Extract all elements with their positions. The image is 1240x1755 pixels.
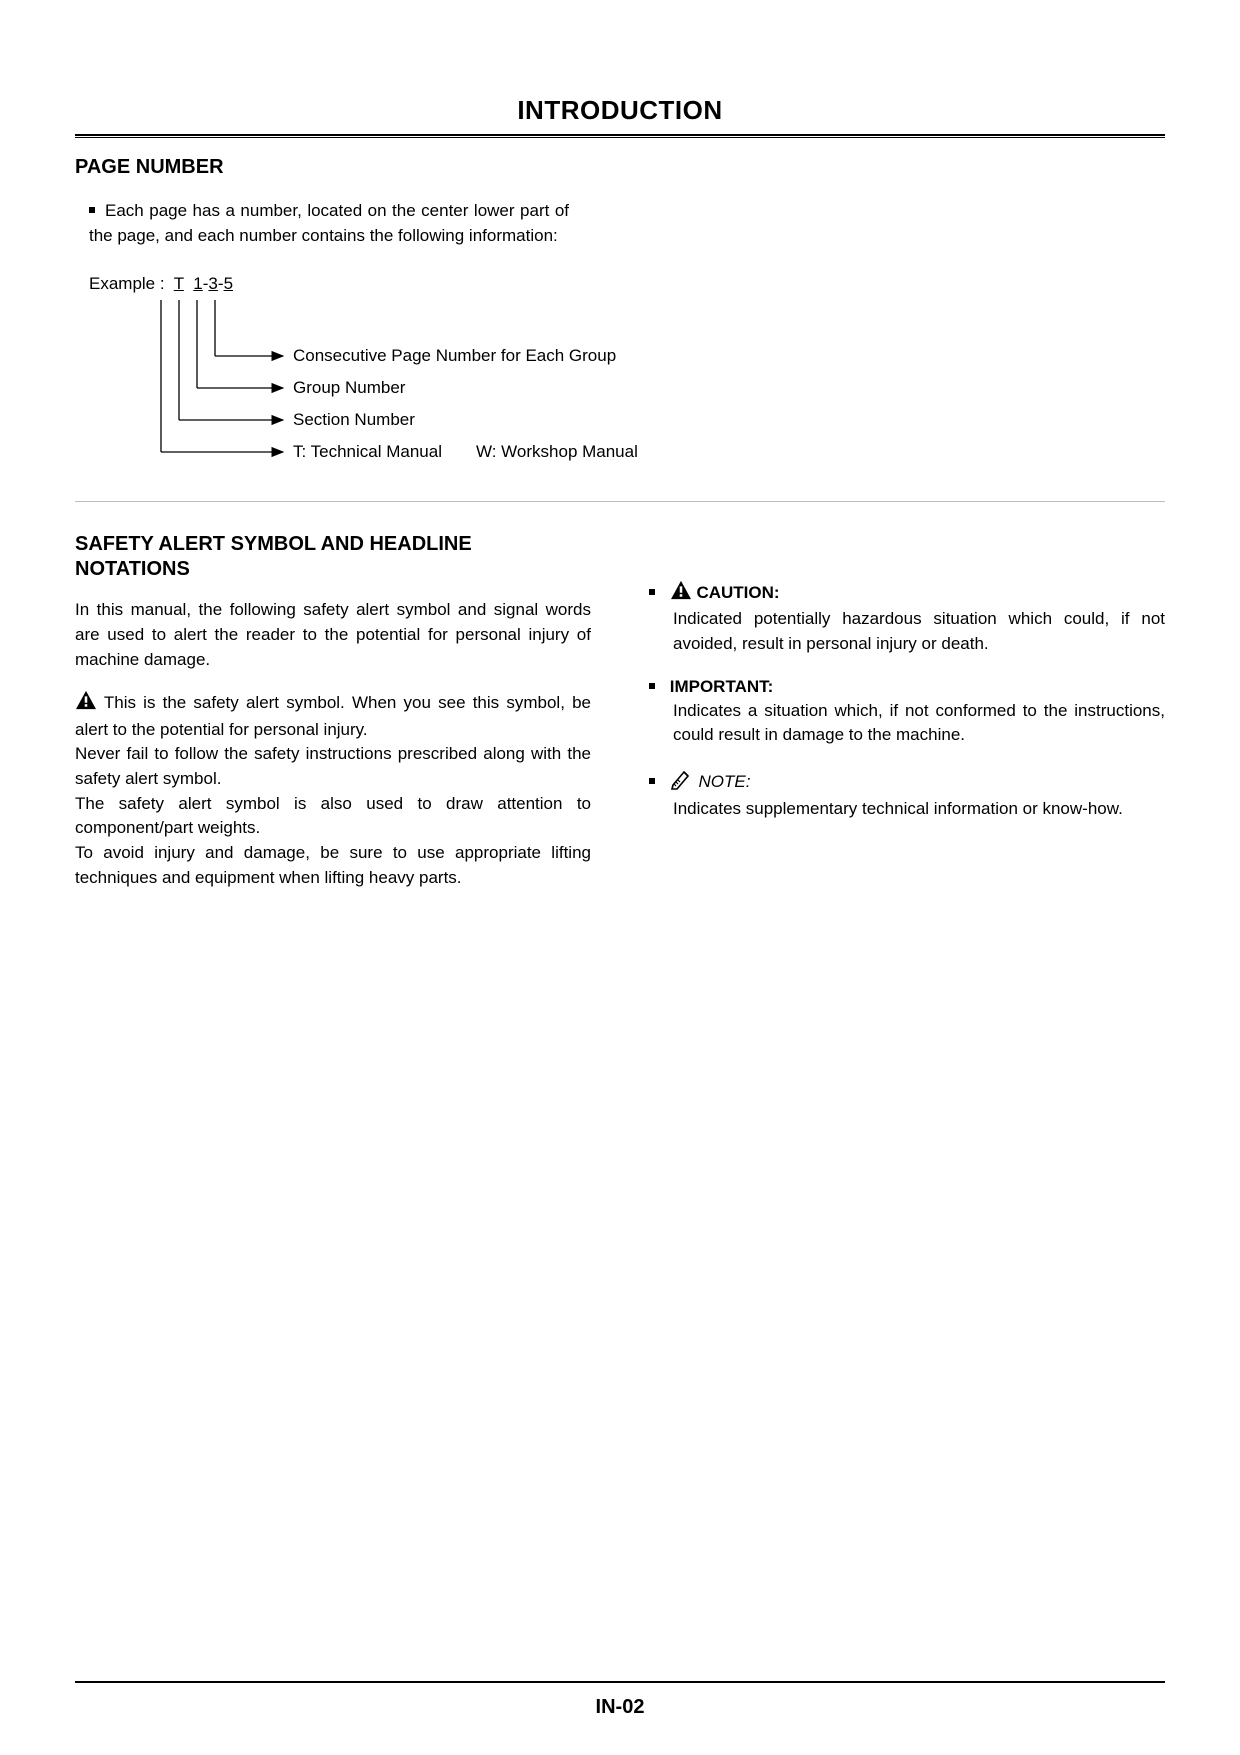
note-body: Indicates supplementary technical inform… — [673, 797, 1165, 822]
code-char-5: 5 — [224, 274, 233, 293]
safety-alert-paragraph: This is the safety alert symbol. When yo… — [75, 690, 591, 890]
page-number-description: Each page has a number, located on the c… — [89, 199, 569, 248]
alert-triangle-icon — [670, 580, 692, 605]
important-label: IMPORTANT: — [670, 677, 774, 696]
safety-p2a: This is the safety alert symbol. When yo… — [75, 693, 591, 739]
example-block: Example : T 1-3-5 Consecutive Page Numbe… — [89, 274, 1165, 479]
svg-text:T: Technical Manual W: Worksh: T: Technical Manual W: Workshop Manual — [293, 442, 638, 461]
title-rule — [75, 134, 1165, 138]
code-char-t: T — [174, 274, 184, 293]
bullet-icon — [649, 589, 655, 595]
left-column: SAFETY ALERT SYMBOL AND HEADLINE NOTATIO… — [75, 532, 591, 908]
bullet-icon — [89, 207, 95, 213]
safety-intro-paragraph: In this manual, the following safety ale… — [75, 598, 591, 672]
alert-triangle-icon — [75, 690, 97, 718]
svg-text:Consecutive Page Number for Ea: Consecutive Page Number for Each Group — [293, 346, 616, 365]
safety-p2b: Never fail to follow the safety instruct… — [75, 744, 591, 788]
right-column: CAUTION: Indicated potentially hazardous… — [649, 532, 1165, 908]
page-title: INTRODUCTION — [75, 95, 1165, 134]
svg-text:Section Number: Section Number — [293, 410, 415, 429]
safety-p2c: The safety alert symbol is also used to … — [75, 794, 591, 838]
code-char-3: 3 — [208, 274, 217, 293]
svg-text:Group Number: Group Number — [293, 378, 406, 397]
section-divider — [75, 501, 1165, 502]
important-item: IMPORTANT: Indicates a situation which, … — [649, 677, 1165, 748]
example-label: Example : — [89, 274, 165, 293]
caution-label: CAUTION: — [696, 583, 779, 602]
section-heading-safety: SAFETY ALERT SYMBOL AND HEADLINE NOTATIO… — [75, 532, 591, 582]
bullet-icon — [649, 683, 655, 689]
bullet-text: Each page has a number, located on the c… — [89, 201, 569, 245]
bullet-icon — [649, 778, 655, 784]
note-item: NOTE: Indicates supplementary technical … — [649, 768, 1165, 822]
page-number: IN-02 — [0, 1696, 1240, 1719]
footer-rule — [75, 1681, 1165, 1683]
safety-p2d: To avoid injury and damage, be sure to u… — [75, 843, 591, 887]
note-pencil-icon — [670, 768, 694, 795]
page-number-diagram: Consecutive Page Number for Each Group Gr… — [89, 294, 649, 474]
code-char-1: 1 — [193, 274, 202, 293]
section-heading-page-number: PAGE NUMBER — [75, 156, 1165, 179]
caution-item: CAUTION: Indicated potentially hazardous… — [649, 580, 1165, 656]
caution-body: Indicated potentially hazardous situatio… — [673, 607, 1165, 656]
note-label: NOTE: — [698, 772, 750, 791]
important-body: Indicates a situation which, if not conf… — [673, 699, 1165, 748]
